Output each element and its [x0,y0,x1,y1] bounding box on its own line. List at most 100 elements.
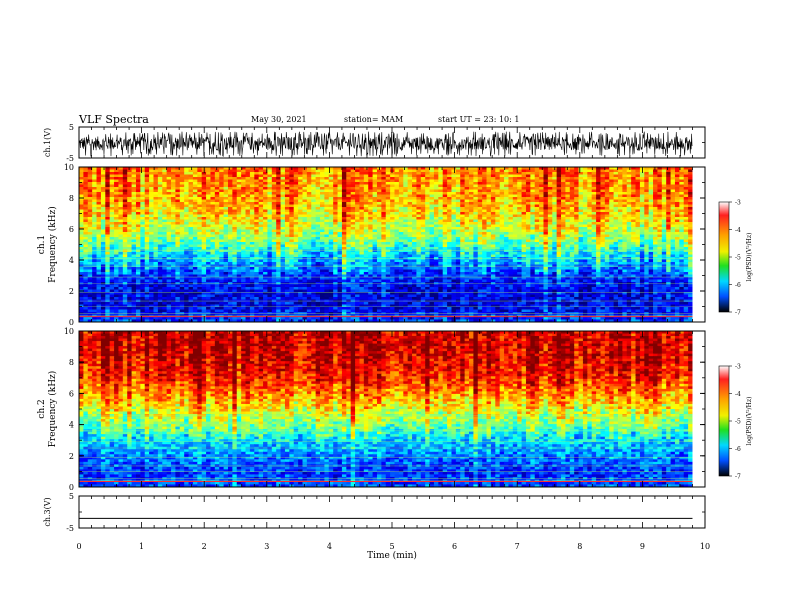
s1-cell [543,172,549,176]
s1-cell [127,204,133,208]
s1-cell [530,184,536,188]
s1-cell [561,172,566,176]
s1-cell [223,187,229,191]
s1-cell [674,197,680,201]
s1-cell [149,174,155,178]
s1-cell [490,199,496,203]
s1-cell [407,197,413,201]
s1-cell [254,207,260,211]
s1-cell [657,184,663,188]
s1-cell [600,199,606,203]
s1-cell [482,197,488,201]
s1-cell [355,174,361,178]
s1-cell [372,179,378,183]
s1-cell [561,174,566,178]
s1-cell [464,169,470,173]
s1-cell [105,187,111,191]
s1-cell [504,202,510,206]
s1-cell [192,192,198,196]
s1-cell [258,169,264,173]
s1-cell [609,197,615,201]
s1-cell [385,169,391,173]
s1-cell [609,184,615,188]
s1-cell [372,167,378,171]
s1-cell [438,174,444,178]
s1-cell [407,174,413,178]
s1-cell [328,182,334,186]
s1-cell [525,192,531,196]
s1-cell [398,179,404,183]
s1-cell [679,182,685,186]
s1-cell [118,184,124,188]
s1-cell [617,182,623,186]
s1-cell [617,167,623,171]
s1-cell [609,199,615,203]
s1-cell [140,167,146,171]
s1-cell [122,189,128,193]
s1-cell [298,169,304,173]
s1-cell [600,202,606,206]
s1-cell [556,177,562,181]
s1-cell [688,197,693,201]
s1-cell [587,192,593,196]
s1-cell [674,189,680,193]
s1-cell [525,202,531,206]
s1-cell [346,199,352,203]
s1-cell [355,179,361,183]
s1-cell [337,204,343,208]
s1-cell [284,169,290,173]
s1-cell [122,187,128,191]
s1-cell [359,182,365,186]
s1-cell [346,167,352,171]
s1-cell [227,184,233,188]
s1-cell [201,174,207,178]
s1-cell [368,187,374,191]
s1-cell [561,194,566,198]
s1-cell [631,189,637,193]
s1-cell [118,202,124,206]
s1-cell [359,202,365,206]
s1-cell [83,204,89,208]
s1-cell [328,172,334,176]
s1-cell [324,189,330,193]
s1-cell [442,207,448,211]
s1-cell [604,189,610,193]
s1-cell [254,184,260,188]
s1-cell [596,182,602,186]
s1-cell [140,202,146,206]
s1-cell [192,194,198,198]
s1-cell [447,189,453,193]
s1-cell [79,207,84,211]
s1-cell [376,202,382,206]
s1-cell [245,169,251,173]
s1-cell [504,197,510,201]
s1-cell [539,182,545,186]
s1-cell [460,177,466,181]
s1-cell [188,189,194,193]
s1-cell [390,179,396,183]
s1-cell [477,199,483,203]
s1-cell [79,209,84,213]
s1-cell [604,177,610,181]
s1-cell [460,199,466,203]
s1-cell [118,209,124,213]
s1-cell [232,184,238,188]
s1-cell [582,204,588,208]
s1-cell [376,197,382,201]
s1-cell [394,199,400,203]
s1-cell [613,182,619,186]
s1-cell [341,187,347,191]
s1-cell [87,207,93,211]
s1-cell [464,197,470,201]
s1-cell [245,187,251,191]
s1-cell [609,169,615,173]
s1-cell [118,194,124,198]
s1-cell [197,204,203,208]
s1-cell [201,189,207,193]
s1-cell [162,167,168,171]
s1-cell [635,174,641,178]
s1-cell [328,207,334,211]
s1-cell [276,192,282,196]
s1-cell [613,204,619,208]
s1-cell [346,172,352,176]
